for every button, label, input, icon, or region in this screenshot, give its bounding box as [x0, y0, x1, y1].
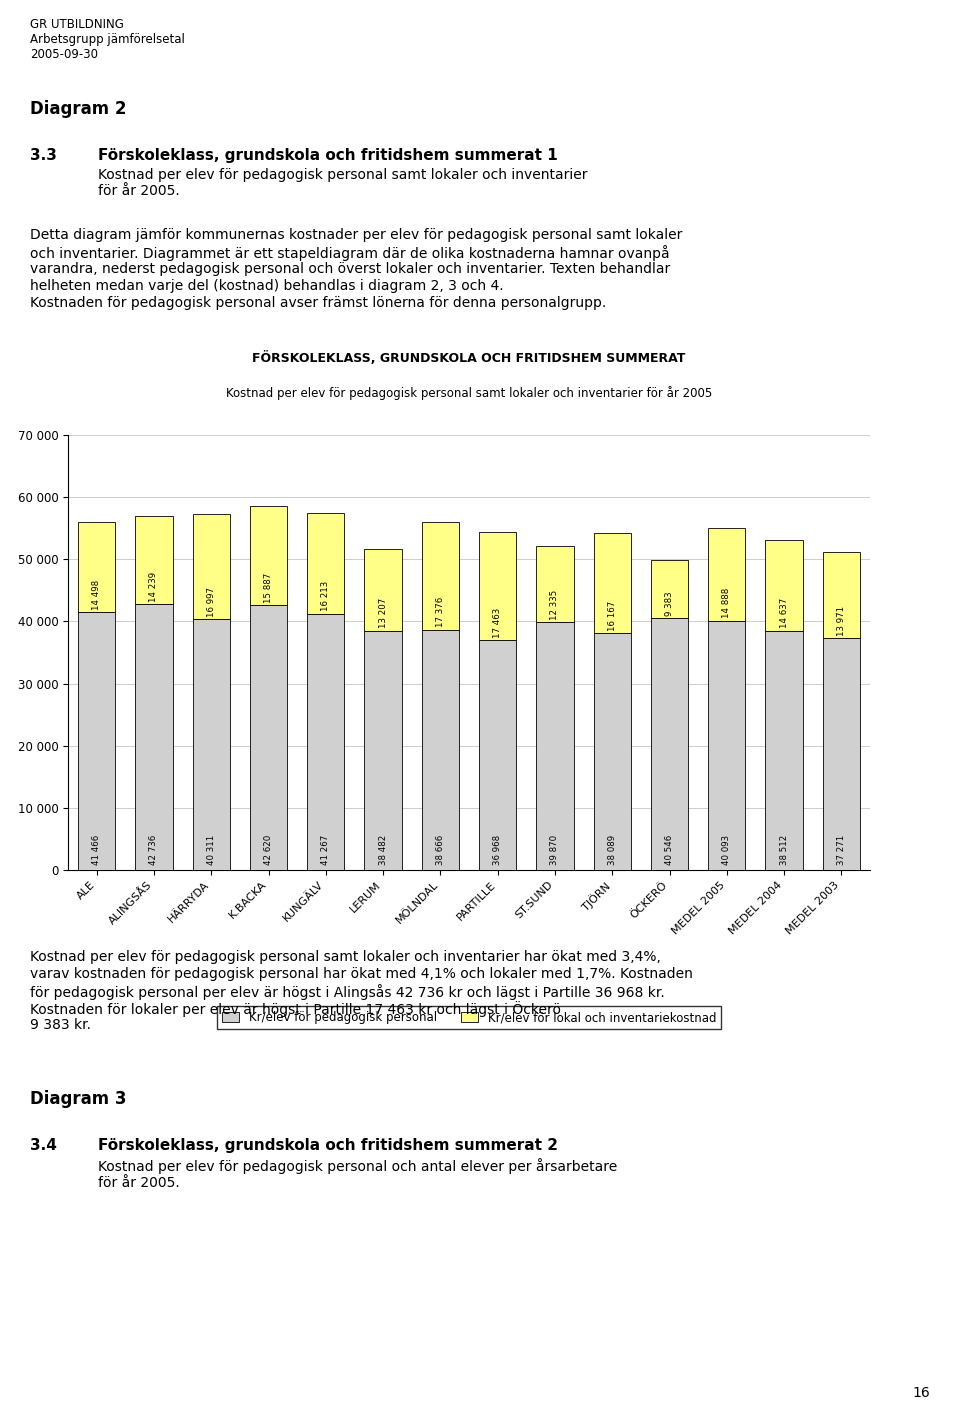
Text: Kostnaden för lokaler per elev är högst i Partille 17 463 kr och lägst i Öckerö: Kostnaden för lokaler per elev är högst … [30, 1001, 561, 1017]
Text: 41 267: 41 267 [322, 835, 330, 865]
Bar [593, 533, 631, 634]
Text: 16 213: 16 213 [322, 581, 330, 611]
Text: Förskoleklass, grundskola och fritidshem summerat 2: Förskoleklass, grundskola och fritidshem… [98, 1139, 558, 1153]
Text: 12 335: 12 335 [550, 590, 560, 620]
Bar [708, 529, 745, 621]
Bar [135, 604, 173, 871]
Text: 9 383: 9 383 [665, 591, 674, 615]
Text: 14 498: 14 498 [92, 580, 101, 610]
Text: 14 888: 14 888 [722, 588, 732, 618]
Bar [307, 614, 345, 871]
Text: 3.4: 3.4 [30, 1139, 57, 1153]
Text: 38 482: 38 482 [378, 835, 388, 865]
Bar [78, 613, 115, 871]
Text: 38 666: 38 666 [436, 835, 444, 865]
Text: 16 167: 16 167 [608, 601, 616, 631]
Text: Kostnad per elev för pedagogisk personal samt lokaler och inventarier har ökat m: Kostnad per elev för pedagogisk personal… [30, 950, 660, 964]
Text: varav kostnaden för pedagogisk personal har ökat med 4,1% och lokaler med 1,7%. : varav kostnaden för pedagogisk personal … [30, 967, 693, 981]
Text: 14 637: 14 637 [780, 598, 788, 628]
Bar [765, 631, 803, 871]
Bar [193, 513, 229, 620]
Text: helheten medan varje del (kostnad) behandlas i diagram 2, 3 och 4.: helheten medan varje del (kostnad) behan… [30, 279, 504, 294]
Text: och inventarier. Diagrammet är ett stapeldiagram där de olika kostnaderna hamnar: och inventarier. Diagrammet är ett stape… [30, 245, 670, 261]
Bar [651, 560, 688, 618]
Bar [78, 522, 115, 613]
Text: 17 376: 17 376 [436, 597, 444, 627]
Bar [193, 620, 229, 871]
Bar [651, 618, 688, 871]
Text: 16 997: 16 997 [206, 587, 216, 617]
Text: 40 546: 40 546 [665, 835, 674, 865]
Text: Kostnad per elev för pedagogisk personal samt lokaler och inventarier för år 200: Kostnad per elev för pedagogisk personal… [226, 386, 712, 400]
Bar [708, 621, 745, 871]
Text: 3.3: 3.3 [30, 147, 57, 163]
Text: 41 466: 41 466 [92, 835, 101, 865]
Text: varandra, nederst pedagogisk personal och överst lokaler och inventarier. Texten: varandra, nederst pedagogisk personal oc… [30, 262, 670, 277]
Bar [421, 630, 459, 871]
Text: 13 207: 13 207 [378, 598, 388, 628]
Text: för pedagogisk personal per elev är högst i Alingsås 42 736 kr och lägst i Parti: för pedagogisk personal per elev är högs… [30, 984, 664, 1000]
Text: 14 239: 14 239 [150, 571, 158, 601]
Text: Detta diagram jämför kommunernas kostnader per elev för pedagogisk personal samt: Detta diagram jämför kommunernas kostnad… [30, 228, 683, 242]
Text: 38 512: 38 512 [780, 835, 788, 865]
Text: FÖRSKOLEKLASS, GRUNDSKOLA OCH FRITIDSHEM SUMMERAT: FÖRSKOLEKLASS, GRUNDSKOLA OCH FRITIDSHEM… [252, 352, 685, 366]
Bar [593, 634, 631, 871]
Text: Arbetsgrupp jämförelsetal: Arbetsgrupp jämförelsetal [30, 33, 185, 45]
Bar [823, 552, 860, 638]
Bar [307, 513, 345, 614]
Bar [823, 638, 860, 871]
Text: 37 271: 37 271 [837, 835, 846, 865]
Text: Diagram 3: Diagram 3 [30, 1090, 127, 1107]
Text: 38 089: 38 089 [608, 835, 616, 865]
Bar [250, 506, 287, 605]
Text: 15 887: 15 887 [264, 573, 273, 603]
Text: GR UTBILDNING: GR UTBILDNING [30, 18, 124, 31]
Text: Diagram 2: Diagram 2 [30, 101, 127, 118]
Bar [537, 623, 573, 871]
Text: 42 620: 42 620 [264, 835, 273, 865]
Bar [135, 516, 173, 604]
Text: 16: 16 [912, 1385, 930, 1400]
Legend: Kr/elev för pedagogisk personal, Kr/elev för lokal och inventariekostnad: Kr/elev för pedagogisk personal, Kr/elev… [217, 1007, 721, 1029]
Text: 9 383 kr.: 9 383 kr. [30, 1018, 91, 1032]
Text: 13 971: 13 971 [837, 605, 846, 635]
Text: 39 870: 39 870 [550, 835, 560, 865]
Text: 40 311: 40 311 [206, 835, 216, 865]
Bar [765, 540, 803, 631]
Text: Kostnad per elev för pedagogisk personal samt lokaler och inventarier
för år 200: Kostnad per elev för pedagogisk personal… [98, 167, 588, 199]
Text: Kostnaden för pedagogisk personal avser främst lönerna för denna personalgrupp.: Kostnaden för pedagogisk personal avser … [30, 296, 607, 311]
Bar [365, 631, 401, 871]
Text: Kostnad per elev för pedagogisk personal och antal elever per årsarbetare
för år: Kostnad per elev för pedagogisk personal… [98, 1159, 617, 1190]
Text: 17 463: 17 463 [493, 607, 502, 638]
Bar [479, 641, 516, 871]
Text: 2005-09-30: 2005-09-30 [30, 48, 98, 61]
Bar [250, 605, 287, 871]
Bar [479, 532, 516, 641]
Text: Förskoleklass, grundskola och fritidshem summerat 1: Förskoleklass, grundskola och fritidshem… [98, 147, 558, 163]
Bar [537, 546, 573, 623]
Bar [421, 522, 459, 630]
Text: 40 093: 40 093 [722, 835, 732, 865]
Text: 42 736: 42 736 [150, 835, 158, 865]
Text: 36 968: 36 968 [493, 835, 502, 865]
Bar [365, 549, 401, 631]
